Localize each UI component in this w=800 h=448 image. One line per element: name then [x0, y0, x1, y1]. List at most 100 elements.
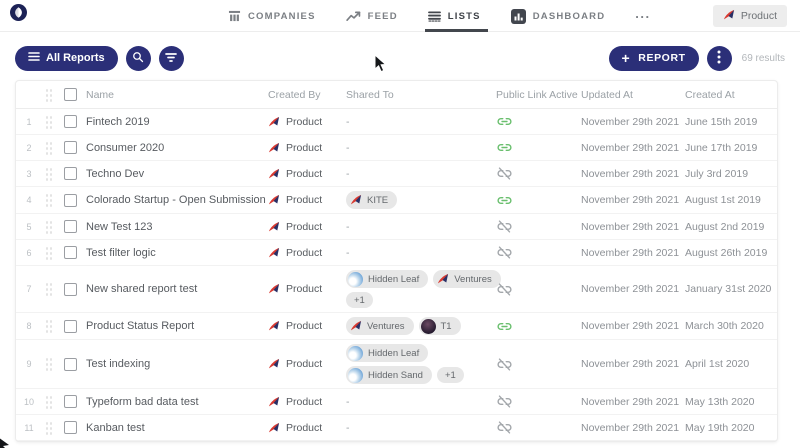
table-head: Name Created By Shared To Public Link Activ…	[16, 81, 777, 109]
rocket-icon	[438, 273, 449, 284]
table-row[interactable]: 10 Typeform bad data test Product - November…	[16, 389, 777, 415]
all-reports-button[interactable]: All Reports	[15, 45, 118, 71]
shared-chip-label: +1	[354, 294, 365, 306]
updated-at-cell: November 29th 2021	[581, 283, 680, 295]
row-checkbox-cell	[54, 115, 86, 128]
row-checkbox[interactable]	[63, 193, 77, 207]
row-number: 2	[26, 142, 32, 153]
filter-button[interactable]	[158, 45, 184, 71]
table-row[interactable]: 5 New Test 123 Product - November 29th 2021 A…	[16, 214, 777, 240]
row-drag-handle[interactable]	[42, 420, 54, 435]
primary-nav: COMPANIES FEED LISTS DASHBOARD...	[228, 0, 651, 32]
report-name[interactable]: Kanban test	[86, 421, 145, 434]
column-header-public-link-active: Public Link Active	[491, 89, 581, 101]
rocket-icon	[268, 194, 280, 205]
row-drag-handle[interactable]	[42, 319, 54, 333]
table-row[interactable]: 7 New shared report test Product Hidden Lea…	[16, 266, 777, 313]
public-link-active-icon	[497, 196, 512, 204]
shared-chip-label: Ventures	[367, 320, 405, 332]
row-drag-handle[interactable]	[42, 394, 54, 409]
nav-item-feed[interactable]: FEED	[345, 0, 398, 32]
created-by-cell: Product	[268, 320, 346, 332]
report-name[interactable]: Consumer 2020	[86, 141, 165, 154]
row-checkbox[interactable]	[63, 115, 77, 128]
shared-chip: Hidden Leaf	[346, 270, 429, 288]
avatar	[348, 345, 363, 361]
report-name[interactable]: New shared report test	[86, 283, 198, 295]
row-drag-handle[interactable]	[42, 166, 54, 181]
report-name[interactable]: New Test 123	[86, 220, 153, 233]
avatar	[348, 367, 363, 383]
report-name[interactable]: Product Status Report	[86, 320, 195, 332]
row-checkbox[interactable]	[63, 246, 77, 259]
table-row[interactable]: 11 Kanban test Product - November 29th 2021 M…	[16, 415, 777, 441]
nav-more-button[interactable]: ...	[635, 5, 651, 21]
table-row[interactable]: 1 Fintech 2019 Product - November 29th 2021 J…	[16, 109, 777, 135]
user-badge[interactable]: Product	[712, 5, 787, 27]
created-by-label: Product	[286, 358, 323, 370]
report-name[interactable]: Test indexing	[86, 358, 151, 370]
row-checkbox[interactable]	[63, 421, 77, 434]
row-drag-handle[interactable]	[42, 357, 54, 371]
table-header-row: Name Created By Shared To Public Link Activ…	[16, 81, 777, 109]
report-name[interactable]: Typeform bad data test	[86, 395, 199, 408]
nav-item-lists[interactable]: LISTS	[424, 0, 488, 32]
header-drag-handle	[42, 87, 54, 102]
row-checkbox[interactable]	[63, 395, 77, 408]
row-checkbox[interactable]	[63, 357, 77, 371]
drag-handle-icon	[44, 394, 52, 409]
row-checkbox[interactable]	[63, 319, 77, 333]
row-number: 1	[26, 116, 32, 127]
row-drag-handle[interactable]	[42, 219, 54, 234]
reports-toolbar: All Reports + REPORT 69 r	[0, 45, 800, 71]
report-name[interactable]: Colorado Startup - Open Submission	[86, 194, 266, 206]
row-checkbox[interactable]	[63, 282, 77, 296]
table-row[interactable]: 8 Product Status Report Product Ventures T1 N…	[16, 313, 777, 340]
more-actions-button[interactable]	[706, 45, 732, 71]
report-name[interactable]: Fintech 2019	[86, 115, 150, 128]
row-checkbox[interactable]	[63, 220, 77, 233]
drag-handle-icon	[44, 87, 52, 102]
app-logo[interactable]	[10, 4, 27, 21]
drag-handle-icon	[44, 420, 52, 435]
all-reports-label: All Reports	[46, 52, 105, 64]
shared-chip: T1	[418, 317, 461, 335]
created-by-label: Product	[286, 246, 323, 259]
row-checkbox[interactable]	[63, 167, 77, 180]
nav-item-companies[interactable]: COMPANIES	[228, 0, 316, 32]
row-checkbox-cell	[54, 421, 86, 434]
select-all-checkbox[interactable]	[63, 88, 77, 101]
list-icon	[28, 51, 40, 65]
table-row[interactable]: 9 Test indexing Product Hidden Leaf Hidden S…	[16, 340, 777, 389]
row-drag-handle[interactable]	[42, 114, 54, 129]
search-button[interactable]	[125, 45, 151, 71]
shared-chip-label: Hidden Leaf	[368, 273, 420, 285]
kebab-icon	[717, 50, 721, 67]
row-drag-handle[interactable]	[42, 140, 54, 155]
table-row[interactable]: 4 Colorado Startup - Open Submission Produ…	[16, 187, 777, 214]
table-row[interactable]: 3 Techno Dev Product - November 29th 2021 Jul…	[16, 161, 777, 187]
shared-to-cell: -	[346, 396, 491, 408]
row-checkbox[interactable]	[63, 141, 77, 154]
column-header-label: Created At	[685, 88, 735, 101]
shared-to-empty: -	[346, 141, 350, 154]
report-name[interactable]: Test filter logic	[86, 246, 156, 259]
updated-at-cell: November 29th 2021	[581, 194, 680, 206]
row-drag-handle[interactable]	[42, 193, 54, 207]
row-drag-handle[interactable]	[42, 245, 54, 260]
top-navbar: COMPANIES FEED LISTS DASHBOARD... Product	[0, 0, 800, 32]
shared-to-empty: -	[346, 220, 350, 233]
column-header-label: Public Link Active	[496, 88, 578, 101]
report-name[interactable]: Techno Dev	[86, 167, 145, 180]
row-checkbox-cell	[54, 282, 86, 296]
shared-chip: KITE	[346, 191, 398, 209]
public-link-inactive-icon	[497, 357, 512, 371]
table-row[interactable]: 2 Consumer 2020 Product - November 29th 2021…	[16, 135, 777, 161]
nav-item-label: DASHBOARD	[532, 10, 606, 22]
row-drag-handle[interactable]	[42, 282, 54, 296]
table-row[interactable]: 6 Test filter logic Product - November 29th …	[16, 240, 777, 266]
nav-item-dashboard[interactable]: DASHBOARD	[510, 0, 606, 32]
drag-handle-icon	[44, 114, 52, 129]
new-report-button[interactable]: + REPORT	[608, 45, 699, 71]
drag-handle-icon	[44, 140, 52, 155]
